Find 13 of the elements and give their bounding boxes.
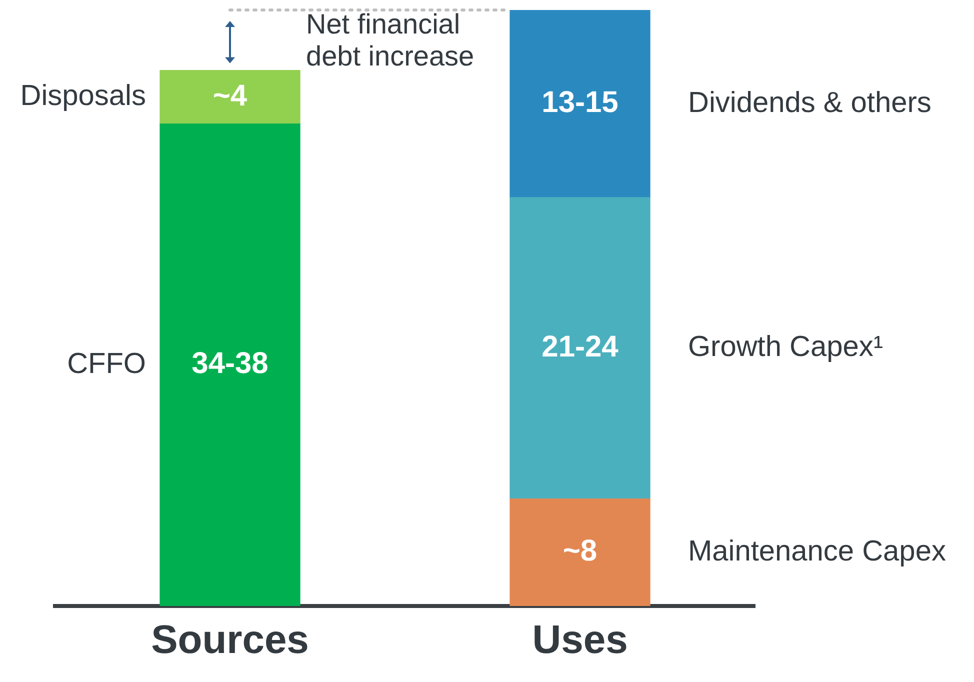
series-label: Maintenance Capex <box>688 535 946 568</box>
series-label: Dividends & others <box>688 86 932 119</box>
series-label: CFFO <box>67 348 146 380</box>
ref-line-label: Net financial debt increase <box>306 8 474 72</box>
x-tick-label: Sources <box>151 618 309 662</box>
data-label: 13-15 <box>542 86 618 120</box>
data-label: ~4 <box>212 79 248 112</box>
series-label: Disposals <box>20 80 146 112</box>
data-label: 21-24 <box>542 330 619 364</box>
data-label: 34-38 <box>192 347 268 380</box>
x-tick-label: Uses <box>532 618 628 662</box>
data-label: ~8 <box>562 534 598 568</box>
series-label: Growth Capex¹ <box>688 331 884 364</box>
